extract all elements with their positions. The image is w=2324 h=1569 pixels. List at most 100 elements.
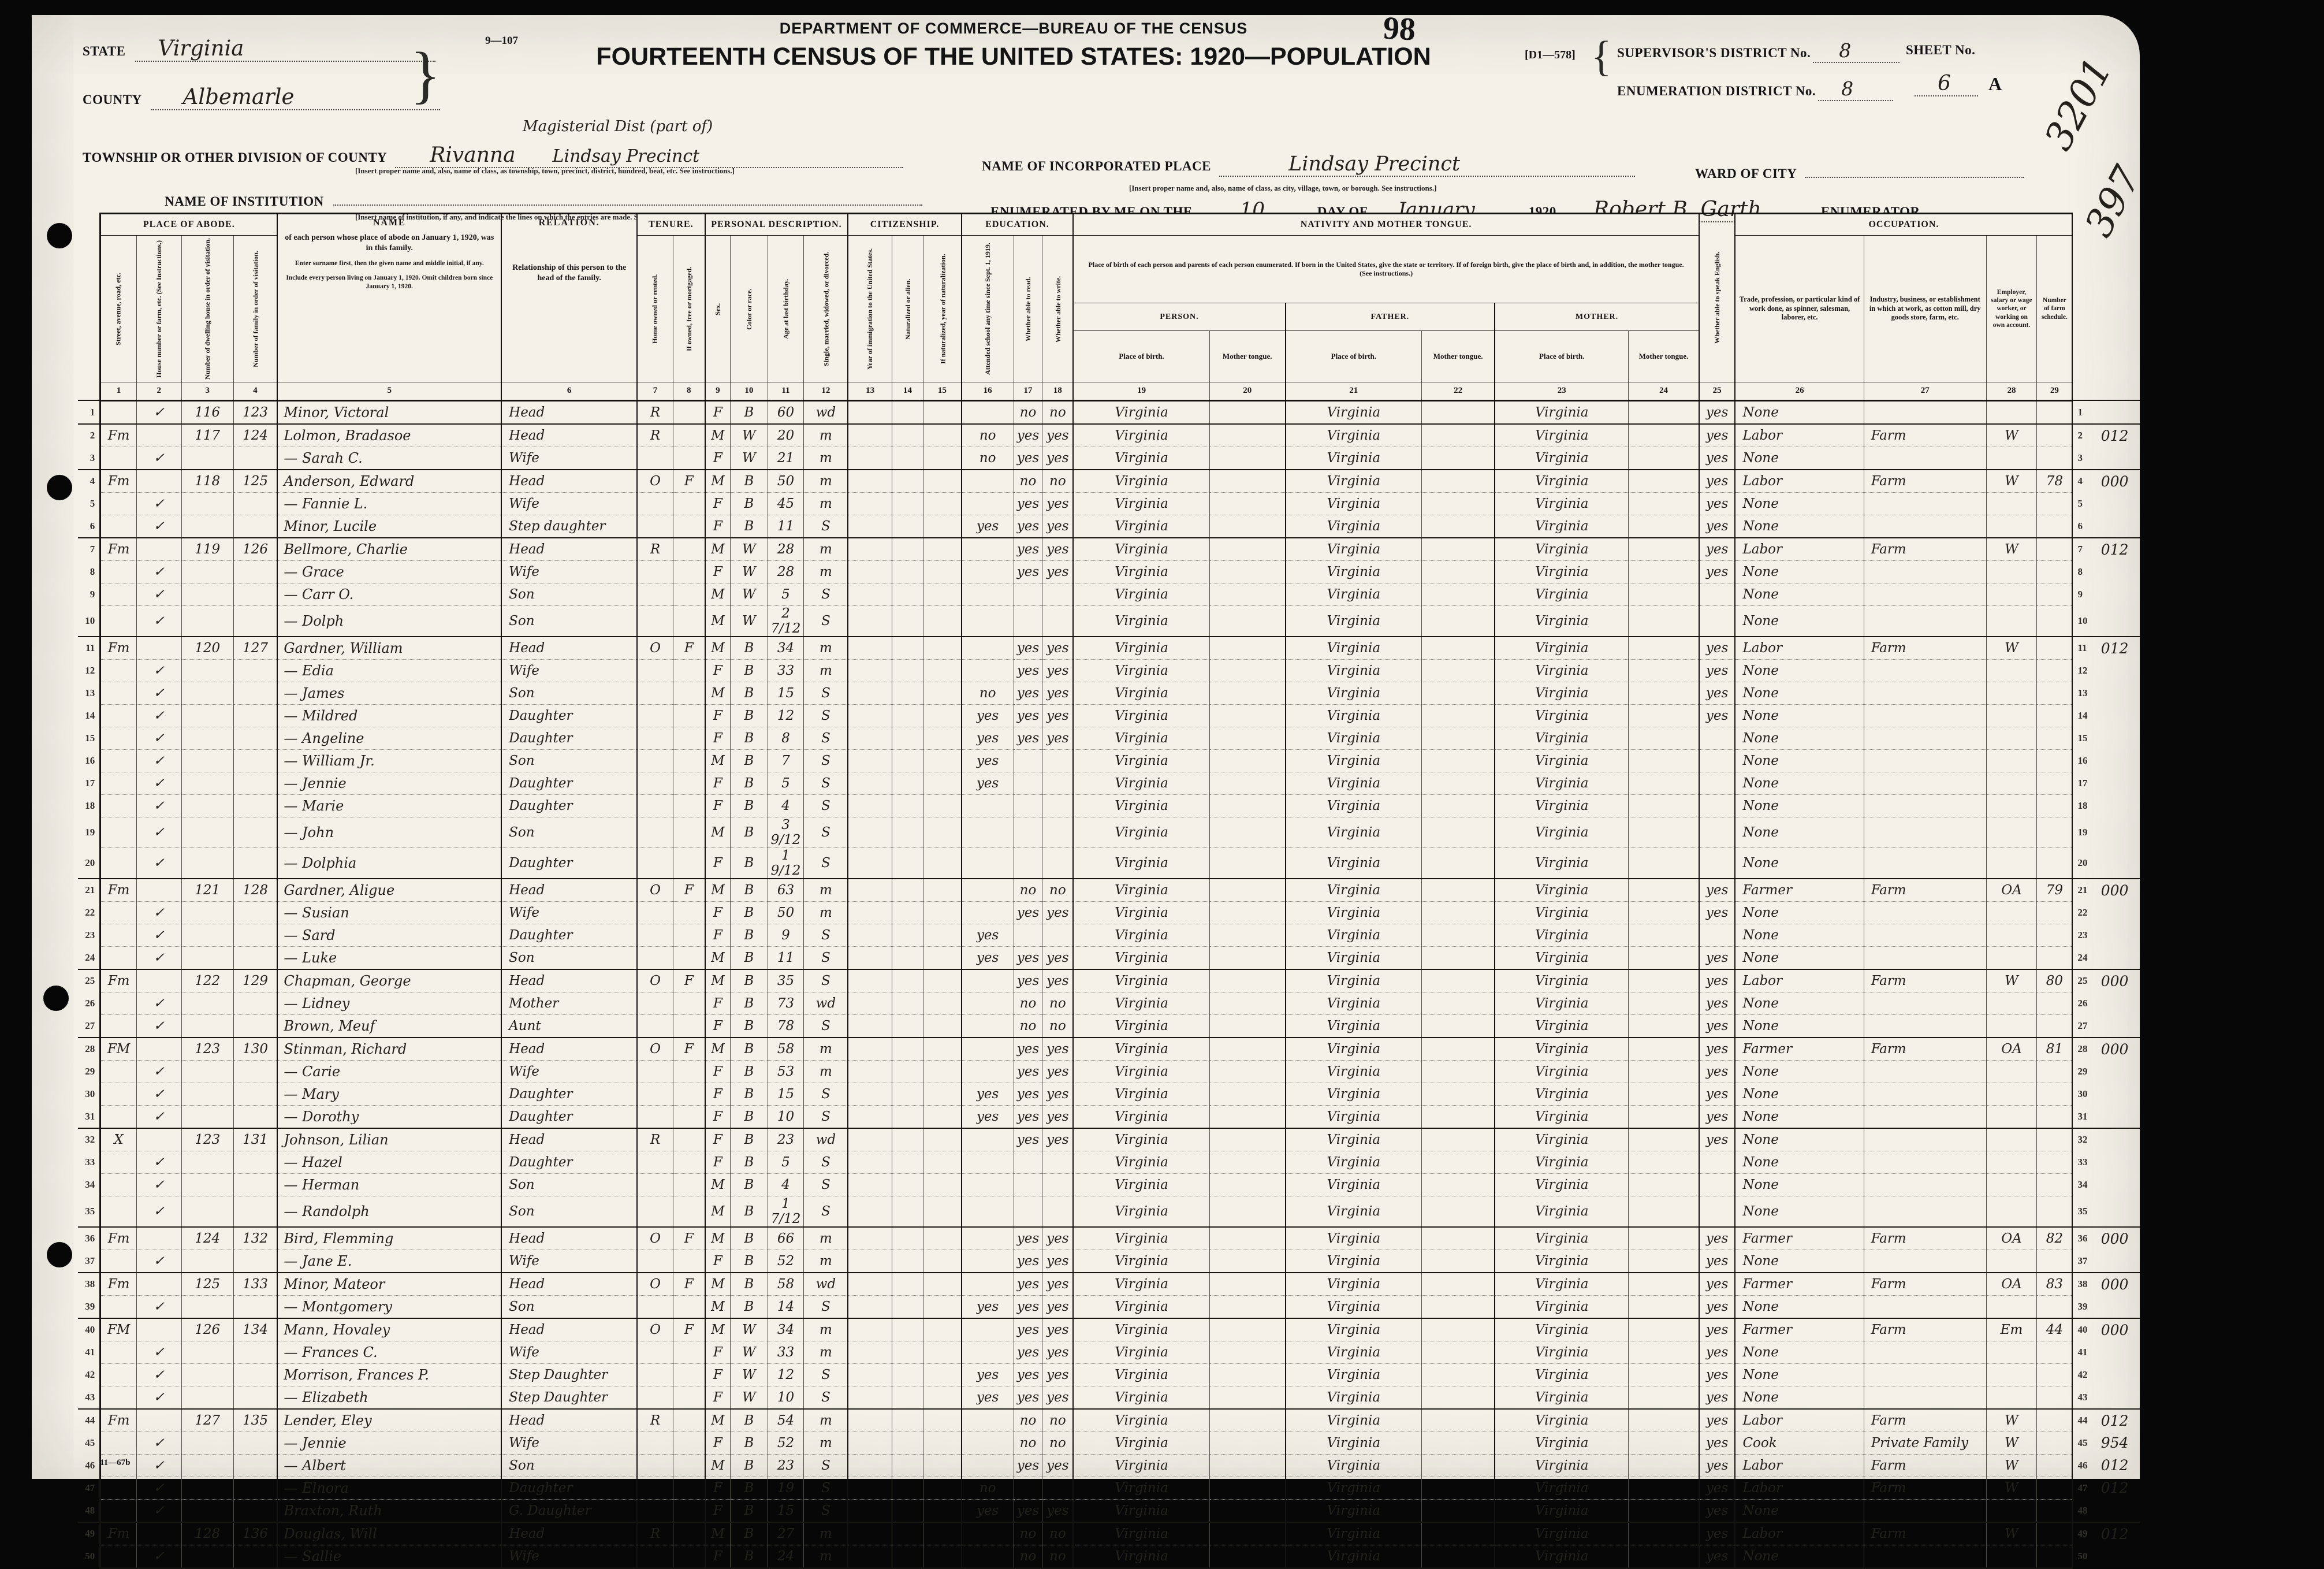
cell: Virginia — [1494, 1195, 1629, 1227]
cell: ✓ — [136, 1105, 182, 1128]
cell — [233, 659, 278, 682]
cell: Head — [501, 537, 638, 561]
cell: Head — [501, 635, 638, 660]
cell — [233, 1363, 278, 1386]
cell — [1863, 847, 1987, 879]
cell — [961, 1036, 1014, 1061]
cell — [847, 794, 893, 817]
cell: — Carie — [277, 1059, 502, 1083]
cell: Virginia — [1072, 423, 1210, 447]
cell: no — [961, 681, 1014, 705]
line-number-right: 48 — [2072, 1499, 2098, 1522]
cell — [1986, 446, 2038, 470]
cell: Virginia — [1285, 1014, 1422, 1038]
cell — [1209, 704, 1286, 727]
cell: F — [705, 400, 731, 424]
cell: 54 — [767, 1408, 805, 1432]
margin-code — [2098, 1196, 2140, 1227]
cell: 125 — [233, 469, 278, 493]
line-number-right: 36 — [2072, 1226, 2098, 1250]
cell: Farmer — [1734, 878, 1864, 902]
cell: 1 7/12 — [767, 1195, 805, 1227]
cell: Virginia — [1494, 469, 1629, 493]
cell — [2036, 400, 2073, 424]
cell: — Sard — [277, 923, 502, 947]
cell — [1013, 749, 1043, 772]
cell: Bird, Flemming — [277, 1226, 502, 1250]
cell — [136, 1226, 182, 1250]
cell — [1628, 446, 1700, 470]
cell — [922, 1295, 962, 1318]
line-number-right: 2 — [2072, 423, 2098, 447]
cell — [892, 635, 923, 660]
cell — [892, 771, 923, 795]
line-number-right: 31 — [2072, 1105, 2098, 1128]
cell: M — [705, 1295, 731, 1318]
cell — [100, 1195, 137, 1227]
cell: Virginia — [1285, 1226, 1422, 1250]
cell — [2036, 1059, 2073, 1083]
margin-code: 012 — [2097, 423, 2140, 447]
cell: yes — [961, 946, 1014, 969]
cell — [233, 582, 278, 606]
table-row: 44 Fm 127 135 Lender, Eley Head R M B 54 m no no Virg… — [78, 1408, 2140, 1432]
cell: yes — [1013, 446, 1043, 470]
place-value: Lindsay Precinct — [1288, 153, 1461, 176]
cell — [847, 582, 893, 606]
cell: yes — [1013, 704, 1043, 727]
cell — [2036, 1150, 2073, 1174]
line-number-left: 7 — [78, 537, 102, 561]
cell: S — [803, 1173, 849, 1196]
cell: yes — [1042, 726, 1074, 750]
cell: ✓ — [136, 794, 182, 817]
line-number-right: 39 — [2072, 1295, 2098, 1318]
cell: — Lidney — [277, 991, 502, 1015]
cell: Head — [501, 1408, 638, 1432]
cell — [233, 1082, 278, 1106]
cell: M — [705, 681, 731, 705]
cell: Virginia — [1494, 1082, 1629, 1106]
line-number-right: 12 — [2072, 659, 2098, 682]
margin-code — [2098, 727, 2140, 749]
cell: Virginia — [1285, 1317, 1422, 1341]
line-number-left: 50 — [78, 1545, 102, 1568]
cell: Virginia — [1494, 749, 1629, 772]
cell: 52 — [767, 1431, 805, 1455]
cell — [1986, 901, 2038, 924]
cell: None — [1734, 1059, 1864, 1083]
cell — [636, 1295, 673, 1318]
cell — [1863, 582, 1987, 606]
cell: R — [636, 537, 673, 561]
margin-code — [2098, 1014, 2140, 1038]
margin-code — [2098, 583, 2140, 605]
cell — [1699, 771, 1736, 795]
cell — [233, 704, 278, 727]
cell: Virginia — [1072, 1385, 1210, 1409]
cell: M — [705, 537, 731, 561]
line-number-right: 41 — [2072, 1341, 2098, 1364]
cell: None — [1734, 1127, 1864, 1151]
line-number-right: 26 — [2072, 992, 2098, 1015]
township-value: Rivanna — [430, 143, 516, 167]
cell: 28 — [767, 537, 805, 561]
cell: Farm — [1863, 635, 1987, 660]
cell — [961, 1340, 1014, 1364]
cell — [181, 1476, 234, 1500]
cell — [847, 1226, 893, 1250]
cell: B — [730, 514, 768, 538]
cell — [1421, 1105, 1496, 1128]
cell: Head — [501, 878, 638, 902]
cell: M — [705, 469, 731, 493]
cell — [1209, 1499, 1286, 1522]
cell: R — [636, 423, 673, 447]
cell — [181, 749, 234, 772]
cell: B — [730, 400, 768, 424]
cell — [847, 968, 893, 992]
cell: Virginia — [1285, 923, 1422, 947]
cell: ✓ — [136, 400, 182, 424]
cell — [1421, 423, 1496, 447]
cell: 118 — [181, 469, 234, 493]
cell — [100, 492, 137, 515]
cell — [847, 1453, 893, 1477]
